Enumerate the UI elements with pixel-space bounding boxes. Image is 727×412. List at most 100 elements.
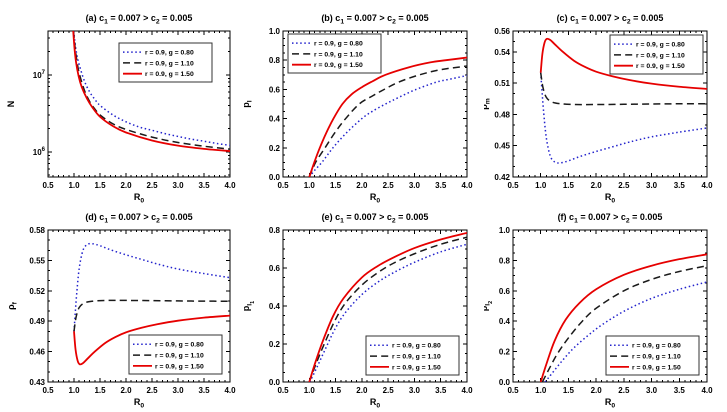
subplot-a-svg: (a) c1 = 0.007 > c2 = 0.005 0.5 1.0 1.5 2.0 2… (6, 13, 236, 205)
legend-label: r = 0.9, g = 0.80 (314, 41, 363, 48)
plot-title: (d) c1 = 0.007 > c2 = 0.005 (85, 212, 192, 225)
x-tick-label: 1.0 (304, 181, 316, 190)
y-tick-label: 0.49 (29, 317, 45, 326)
legend-label: r = 0.9, g = 0.80 (632, 343, 681, 350)
tick-labels: 0.5 1.0 1.5 2.0 2.5 3.0 3.5 4.0 0.43 0.46 0.49 0.52… (29, 226, 236, 395)
y-axis-label: pI1 (242, 301, 256, 311)
series-group (308, 56, 467, 177)
x-tick-label: 2.5 (146, 181, 158, 190)
y-tick-label: 0.52 (29, 287, 45, 296)
y-tick-label: 0.4 (269, 302, 281, 311)
series-red-line (308, 231, 467, 382)
subplot-e-svg: (e) c1 = 0.007 > c2 = 0.005 0.5 1.0 1.5 2.0 2… (241, 212, 473, 410)
plot-title: (e) c1 = 0.007 > c2 = 0.005 (322, 212, 429, 225)
series-red-line (539, 37, 707, 90)
y-tick-label: 0.43 (29, 378, 45, 387)
subplot-f-svg: (f) c1 = 0.007 > c2 = 0.005 0.5 1.0 1.5 2.0 2… (479, 212, 713, 410)
series-group (539, 37, 707, 164)
series-group (308, 231, 467, 382)
y-tick-label: 0.6 (269, 264, 281, 273)
y-tick-label: 0.2 (269, 340, 281, 349)
plot-title: (a) c1 = 0.007 > c2 = 0.005 (86, 13, 193, 26)
x-tick-label: 0.5 (42, 386, 54, 395)
y-tick-label: 106 (33, 147, 46, 157)
y-tick-label: 0.58 (29, 226, 45, 235)
subplot-c: (c) c1 = 0.007 > c2 = 0.005 0.5 1.0 1.5 2.0 2… (479, 0, 727, 206)
tick-labels: 0.5 1.0 1.5 2.0 2.5 3.0 3.5 4.0 0.42 0.45 0.48 0.51… (494, 27, 713, 190)
y-tick-label: 0.0 (269, 173, 281, 182)
y-tick-label: 0.4 (499, 317, 511, 326)
y-tick-label: 0.0 (269, 378, 281, 387)
series-black-line (73, 299, 230, 332)
y-tick-label: 0.56 (494, 27, 510, 36)
y-tick-label: 0.0 (499, 378, 511, 387)
series-blue-line (309, 243, 467, 382)
series-blue-line (72, 31, 230, 147)
y-tick-label: 0.46 (29, 348, 45, 357)
x-tick-label: 3.0 (172, 181, 184, 190)
legend-label: r = 0.9, g = 1.10 (632, 354, 681, 361)
y-axis-label: ρf (6, 301, 19, 310)
x-tick-label: 2.5 (383, 181, 395, 190)
y-tick-label: 0.8 (499, 256, 511, 265)
series-blue-line (539, 72, 707, 164)
subplot-d: (d) c1 = 0.007 > c2 = 0.005 0.5 1.0 1.5 2.0 2… (0, 206, 242, 412)
x-tick-label: 0.5 (277, 181, 289, 190)
plot-title: (c) c1 = 0.007 > c2 = 0.005 (557, 13, 664, 26)
subplot-e: (e) c1 = 0.007 > c2 = 0.005 0.5 1.0 1.5 2.0 2… (241, 206, 484, 412)
x-axis-label: R0 (605, 192, 616, 205)
x-tick-label: 2.0 (591, 181, 603, 190)
x-tick-label: 1.5 (94, 386, 106, 395)
series-black-line (308, 236, 467, 382)
legend: r = 0.9, g = 0.80 r = 0.9, g = 1.10 r = 0.… (118, 42, 213, 83)
y-axis-label: ρm (484, 98, 492, 110)
x-tick-label: 3.5 (435, 386, 447, 395)
x-tick-label: 1.5 (563, 181, 575, 190)
series-red-line (539, 253, 707, 382)
x-tick-label: 1.5 (94, 181, 106, 190)
x-tick-label: 4.0 (224, 181, 236, 190)
x-tick-label: 3.5 (198, 181, 210, 190)
y-tick-label: 0.45 (494, 142, 510, 151)
x-tick-label: 1.5 (563, 386, 575, 395)
series-black-line (541, 264, 707, 382)
legend: r = 0.9, g = 0.80 r = 0.9, g = 1.10 r = 0.… (365, 335, 460, 376)
subplot-b-svg: (b) c1 = 0.007 > c2 = 0.005 0.5 1.0 1.5 2.0 2… (241, 13, 473, 205)
series-black-line (308, 65, 467, 177)
legend: r = 0.9, g = 0.80 r = 0.9, g = 1.10 r = 0.… (609, 34, 704, 75)
x-axis-label: R0 (370, 397, 381, 410)
legend-label: r = 0.9, g = 0.80 (392, 343, 441, 350)
x-tick-label: 1.0 (68, 386, 80, 395)
y-tick-label: 0.51 (494, 79, 510, 88)
x-tick-label: 3.0 (172, 386, 184, 395)
series-blue-line (544, 281, 707, 382)
x-tick-label: 4.0 (701, 386, 713, 395)
legend-label: r = 0.9, g = 0.80 (145, 50, 194, 57)
legend: r = 0.9, g = 0.80 r = 0.9, g = 1.10 r = 0.… (128, 334, 223, 375)
series-blue-line (73, 242, 230, 332)
plot-box (282, 229, 468, 383)
x-axis-label: R0 (134, 192, 145, 205)
plot-title: (b) c1 = 0.007 > c2 = 0.005 (321, 13, 428, 26)
y-tick-label: 0.2 (499, 348, 511, 357)
y-tick-label: 0.6 (499, 287, 511, 296)
x-tick-label: 3.5 (674, 386, 686, 395)
y-tick-label: 0.2 (269, 144, 281, 153)
x-tick-label: 3.5 (435, 181, 447, 190)
legend-label: r = 0.9, g = 1.50 (632, 364, 681, 371)
x-tick-label: 0.5 (507, 181, 519, 190)
x-tick-label: 1.0 (304, 386, 316, 395)
x-tick-label: 2.5 (383, 386, 395, 395)
y-tick-label: 0.8 (269, 226, 281, 235)
x-tick-label: 1.5 (330, 181, 342, 190)
x-tick-label: 1.5 (330, 386, 342, 395)
plot-title: (f) c1 = 0.007 > c2 = 0.005 (558, 212, 663, 225)
x-tick-label: 3.0 (646, 386, 658, 395)
subplot-f: (f) c1 = 0.007 > c2 = 0.005 0.5 1.0 1.5 2.0 2… (479, 206, 727, 412)
x-axis-label: R0 (370, 192, 381, 205)
y-axis-label: pI (242, 100, 254, 108)
subplot-b: (b) c1 = 0.007 > c2 = 0.005 0.5 1.0 1.5 2.0 2… (241, 0, 484, 206)
y-tick-label: 0.4 (269, 115, 281, 124)
x-tick-label: 3.5 (198, 386, 210, 395)
